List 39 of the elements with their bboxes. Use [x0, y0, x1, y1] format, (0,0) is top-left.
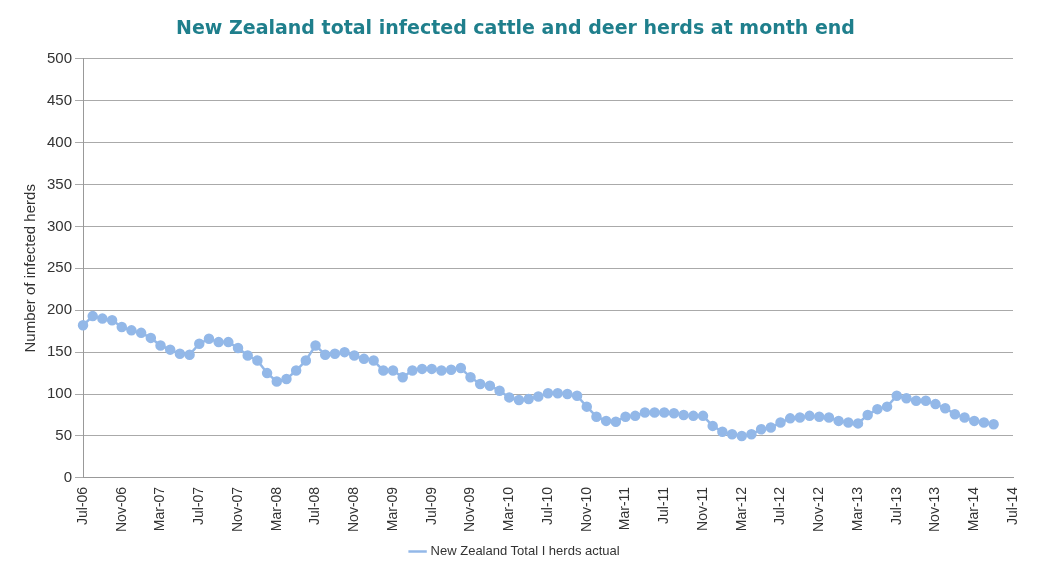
- chart-title: New Zealand total infected cattle and deer herds at month end: [176, 16, 855, 39]
- y-tick-label: 450: [47, 90, 73, 108]
- x-tick-label: Nov-13: [926, 486, 943, 533]
- legend-label: New Zealand Total I herds actual: [430, 543, 620, 559]
- y-tick-label: 350: [47, 174, 73, 192]
- y-tick-label: 300: [47, 216, 73, 234]
- x-tick-label: Mar-14: [965, 486, 982, 532]
- x-tick-label: Nov-12: [810, 486, 827, 533]
- y-tick-label: 200: [47, 300, 73, 318]
- x-tick-label: Mar-08: [267, 486, 284, 532]
- x-tick-label: Nov-06: [112, 486, 129, 533]
- y-tick-label: 150: [47, 342, 73, 360]
- x-tick-label: Mar-07: [151, 486, 168, 532]
- x-tick-label: Jul-14: [1003, 486, 1020, 526]
- y-tick-label: 250: [47, 258, 73, 276]
- x-tick-label: Jul-09: [422, 486, 439, 526]
- x-tick-label: Mar-12: [732, 486, 749, 532]
- x-tick-label: Jul-06: [73, 486, 90, 526]
- x-tick-label: Nov-08: [345, 486, 362, 533]
- x-tick-label: Mar-10: [500, 486, 517, 532]
- y-tick-label: 400: [47, 132, 73, 150]
- x-tick-label: Jul-10: [538, 486, 555, 526]
- y-tick-label: 50: [55, 426, 73, 444]
- y-tick-label: 100: [47, 384, 73, 402]
- x-tick-label: Jul-11: [655, 486, 672, 524]
- x-tick-label: Jul-07: [190, 486, 207, 526]
- x-tick-label: Jul-12: [771, 486, 788, 526]
- y-tick-label: 0: [63, 468, 73, 486]
- x-tick-label: Jul-08: [306, 486, 323, 526]
- y-axis-title: Number of infected herds: [21, 184, 39, 353]
- x-tick-label: Nov-10: [577, 486, 594, 533]
- x-tick-label: Mar-09: [383, 486, 400, 532]
- x-tick-label: Nov-07: [228, 486, 245, 533]
- y-tick-label: 500: [47, 48, 73, 66]
- x-tick-label: Mar-13: [848, 486, 865, 532]
- x-tick-label: Nov-11: [693, 486, 710, 531]
- x-tick-label: Mar-11: [616, 486, 633, 531]
- x-tick-label: Nov-09: [461, 486, 478, 533]
- x-tick-label: Jul-13: [887, 486, 904, 526]
